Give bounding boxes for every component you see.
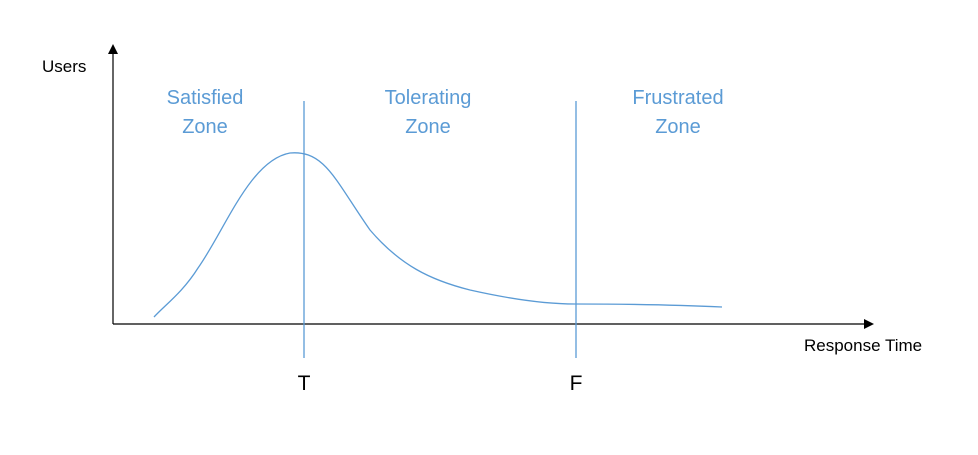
zone-label-satisfied-line1: Satisfied	[167, 87, 244, 109]
y-axis-arrowhead	[108, 44, 118, 54]
zone-label-tolerating-line2: Zone	[405, 116, 451, 138]
zone-label-tolerating-line1: Tolerating	[385, 87, 472, 109]
user-distribution-curve	[153, 152, 723, 318]
zone-label-frustrated-line1: Frustrated	[632, 87, 723, 109]
zone-label-satisfied-line2: Zone	[182, 116, 228, 138]
zone-label-frustrated-line2: Zone	[655, 116, 701, 138]
threshold-label-t: T	[298, 372, 311, 395]
x-axis-label: Response Time	[804, 336, 922, 355]
x-axis-arrowhead	[864, 319, 874, 329]
threshold-label-f: F	[570, 372, 583, 395]
y-axis-label: Users	[42, 57, 86, 76]
